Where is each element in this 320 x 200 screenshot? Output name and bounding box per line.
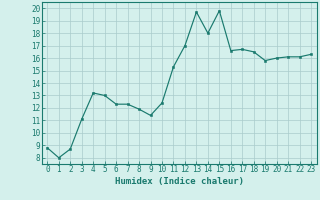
X-axis label: Humidex (Indice chaleur): Humidex (Indice chaleur) bbox=[115, 177, 244, 186]
